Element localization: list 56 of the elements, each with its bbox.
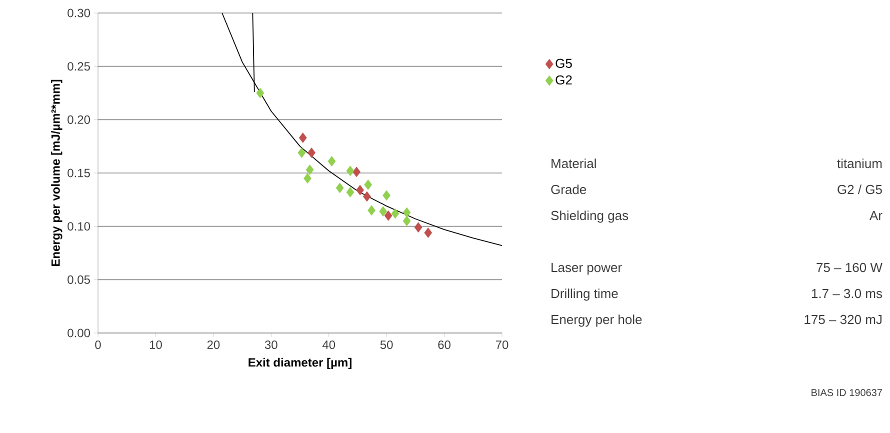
text: G2 / G5 bbox=[838, 184, 882, 194]
point bbox=[379, 206, 388, 217]
text: Grade bbox=[551, 184, 586, 194]
point bbox=[363, 191, 371, 202]
x-tick-label: 40 bbox=[322, 340, 336, 350]
point bbox=[298, 132, 307, 143]
text: 175 – 320 mJ bbox=[804, 314, 882, 324]
point bbox=[336, 182, 344, 194]
point bbox=[391, 208, 400, 219]
y-tick-label: 0.30 bbox=[68, 8, 90, 18]
text: Material bbox=[552, 158, 596, 168]
point bbox=[308, 148, 316, 158]
point bbox=[346, 166, 354, 176]
point bbox=[368, 205, 376, 216]
y-tick-label: 0.25 bbox=[68, 62, 90, 71]
x-tick-label: 0 bbox=[95, 340, 101, 350]
text: Shielding gas bbox=[551, 210, 628, 223]
y-axis-title: Energy per volume [mJ/µm²*mm] bbox=[51, 80, 62, 266]
legend-label: G5 bbox=[556, 58, 572, 68]
y-tick-label: 0.00 bbox=[68, 328, 90, 338]
point bbox=[402, 216, 411, 226]
text: Ar bbox=[870, 211, 882, 220]
x-tick-label: 30 bbox=[264, 340, 278, 350]
x-tick-label: 70 bbox=[496, 340, 508, 350]
point bbox=[414, 222, 422, 233]
point bbox=[346, 187, 354, 198]
point bbox=[356, 184, 364, 196]
line-series bbox=[222, 12, 502, 246]
point bbox=[384, 210, 392, 221]
x-tick-label: 20 bbox=[207, 340, 220, 350]
point bbox=[424, 228, 432, 238]
legend-label: G2 bbox=[556, 75, 572, 85]
y-tick-label: 0.20 bbox=[68, 115, 90, 124]
text: 75 – 160 W bbox=[816, 262, 882, 272]
text: Energy per hole bbox=[552, 314, 642, 327]
x-tick-label: 10 bbox=[150, 340, 162, 350]
text: 1.7 – 3.0 ms bbox=[812, 288, 882, 298]
text: titanium bbox=[837, 158, 882, 168]
point bbox=[304, 173, 312, 184]
text: Drilling time bbox=[552, 288, 618, 301]
point bbox=[402, 207, 411, 218]
text: Laser power bbox=[552, 263, 622, 275]
text: BIAS ID 190637 bbox=[812, 389, 882, 396]
y-tick-label: 0.15 bbox=[68, 168, 90, 178]
point bbox=[298, 148, 306, 158]
point bbox=[352, 166, 361, 178]
x-tick-label: 50 bbox=[380, 340, 393, 350]
x-tick-label: 60 bbox=[438, 340, 450, 350]
point bbox=[328, 156, 336, 166]
point bbox=[382, 190, 391, 201]
y-tick-label: 0.05 bbox=[68, 275, 90, 284]
point bbox=[256, 88, 264, 98]
point bbox=[306, 164, 314, 175]
x-axis-title: Exit diameter [µm] bbox=[248, 358, 352, 370]
point bbox=[364, 180, 372, 190]
y-tick-label: 0.10 bbox=[68, 222, 90, 231]
